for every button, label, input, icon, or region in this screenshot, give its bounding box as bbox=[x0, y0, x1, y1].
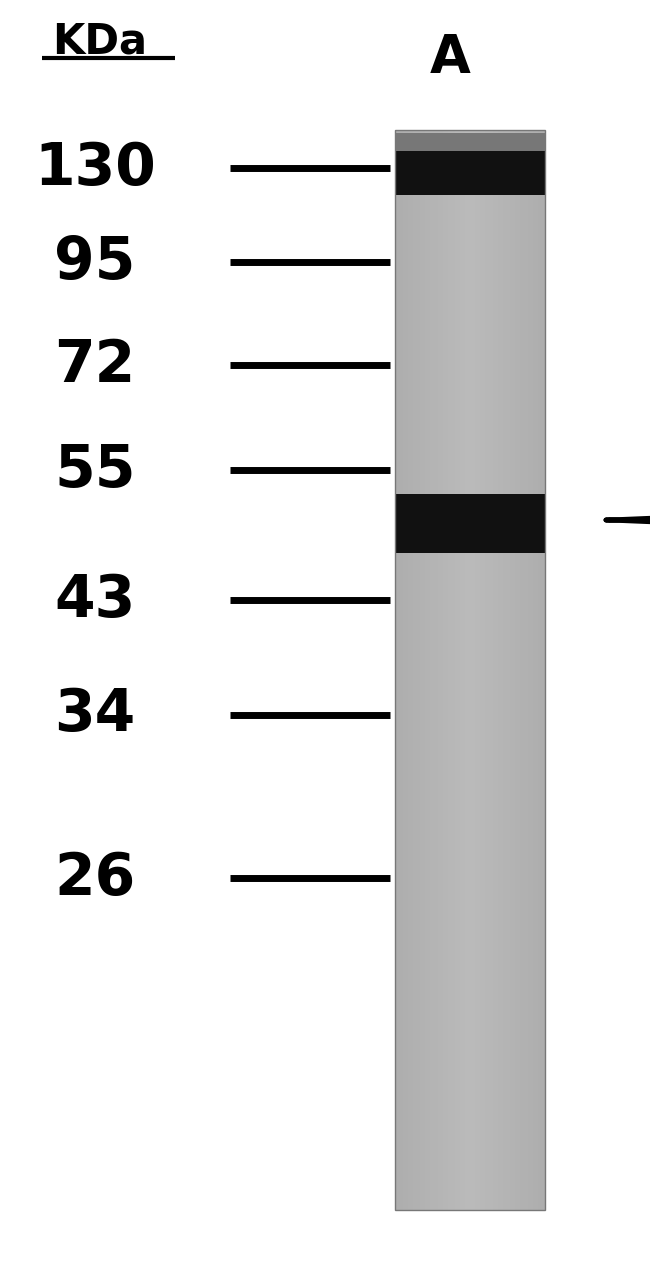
Bar bbox=[395, 130, 545, 1210]
Bar bbox=[398, 130, 400, 1210]
Bar bbox=[413, 130, 415, 1210]
Bar bbox=[508, 130, 510, 1210]
Bar bbox=[395, 494, 545, 553]
Bar bbox=[520, 130, 523, 1210]
Bar bbox=[478, 130, 480, 1210]
Bar bbox=[467, 130, 470, 1210]
Bar bbox=[515, 130, 517, 1210]
Bar bbox=[485, 130, 488, 1210]
Text: 26: 26 bbox=[55, 850, 136, 907]
Bar bbox=[395, 152, 545, 195]
Bar bbox=[538, 130, 540, 1210]
Bar bbox=[415, 130, 417, 1210]
Text: 72: 72 bbox=[55, 336, 136, 393]
Text: 34: 34 bbox=[55, 687, 136, 743]
Bar bbox=[512, 130, 515, 1210]
Bar bbox=[437, 130, 440, 1210]
Bar bbox=[440, 130, 443, 1210]
Bar bbox=[482, 130, 485, 1210]
Bar bbox=[500, 130, 502, 1210]
Bar bbox=[543, 130, 545, 1210]
Bar bbox=[410, 130, 413, 1210]
Bar bbox=[395, 134, 545, 152]
Bar bbox=[495, 130, 497, 1210]
Bar bbox=[505, 130, 508, 1210]
Bar bbox=[443, 130, 445, 1210]
Bar bbox=[473, 130, 475, 1210]
Bar bbox=[430, 130, 432, 1210]
Bar bbox=[458, 130, 460, 1210]
Bar bbox=[490, 130, 493, 1210]
Bar bbox=[400, 130, 402, 1210]
Bar bbox=[405, 130, 408, 1210]
Bar bbox=[502, 130, 505, 1210]
Bar bbox=[452, 130, 455, 1210]
Bar bbox=[422, 130, 425, 1210]
Bar bbox=[480, 130, 482, 1210]
Text: 55: 55 bbox=[54, 442, 136, 498]
Bar bbox=[532, 130, 535, 1210]
Bar bbox=[475, 130, 478, 1210]
Text: 95: 95 bbox=[55, 234, 136, 290]
Bar bbox=[447, 130, 450, 1210]
Bar bbox=[525, 130, 528, 1210]
Text: KDa: KDa bbox=[53, 21, 148, 63]
Bar bbox=[420, 130, 423, 1210]
Bar bbox=[408, 130, 410, 1210]
Bar bbox=[435, 130, 437, 1210]
Bar bbox=[517, 130, 520, 1210]
Bar bbox=[488, 130, 490, 1210]
Text: 130: 130 bbox=[34, 140, 156, 196]
Bar bbox=[540, 130, 543, 1210]
Bar bbox=[455, 130, 458, 1210]
Bar bbox=[460, 130, 463, 1210]
Bar bbox=[530, 130, 532, 1210]
Bar bbox=[402, 130, 405, 1210]
Bar bbox=[425, 130, 428, 1210]
Bar bbox=[428, 130, 430, 1210]
Text: A: A bbox=[430, 32, 471, 83]
Text: 43: 43 bbox=[55, 571, 136, 628]
Bar bbox=[417, 130, 420, 1210]
Bar bbox=[510, 130, 512, 1210]
Bar bbox=[395, 130, 398, 1210]
Bar bbox=[523, 130, 525, 1210]
Bar bbox=[432, 130, 435, 1210]
Bar bbox=[465, 130, 467, 1210]
Bar bbox=[463, 130, 465, 1210]
Bar bbox=[445, 130, 447, 1210]
Bar bbox=[528, 130, 530, 1210]
Bar bbox=[497, 130, 500, 1210]
Bar bbox=[535, 130, 538, 1210]
Bar bbox=[450, 130, 452, 1210]
Bar bbox=[470, 130, 473, 1210]
Bar bbox=[493, 130, 495, 1210]
